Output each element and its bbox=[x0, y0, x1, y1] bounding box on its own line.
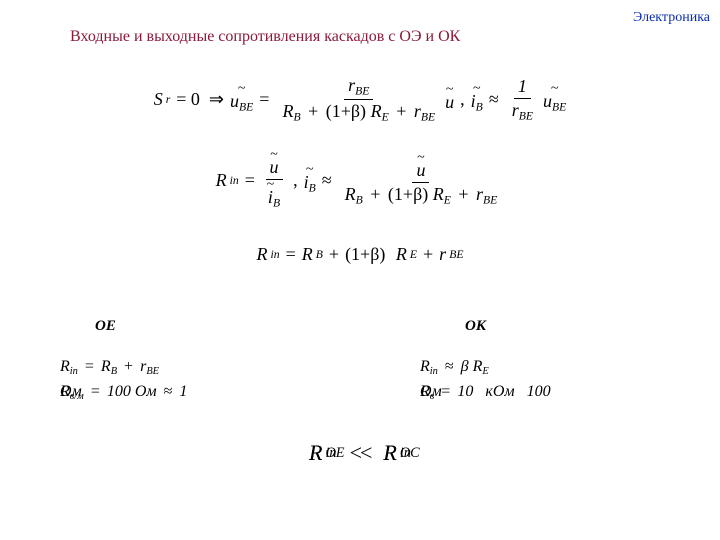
header-subject: Электроника bbox=[633, 10, 710, 26]
label-ok: ОК bbox=[465, 318, 486, 335]
ok-line-2: R Ом в = 10 кОм 100 bbox=[420, 383, 720, 402]
op-approx1: ≈ bbox=[486, 89, 502, 110]
column-oe: Rin = RB + rBE R Ом в/м = 100 Ом ≈ 1 bbox=[60, 358, 360, 408]
sym-S: S bbox=[154, 89, 163, 110]
oe-line-2: R Ом в/м = 100 Ом ≈ 1 bbox=[60, 383, 360, 402]
iB-tilde-1: iB bbox=[471, 85, 483, 114]
ok-line-1: Rin ≈ β RE bbox=[420, 358, 720, 377]
op-much-less: << bbox=[340, 440, 381, 466]
equation-3: Rin = RB + (1+β) RE + rBE bbox=[0, 244, 720, 265]
equation-2: Rin = u iB , iB ≈ u RB + (1+β) RE + rBE bbox=[0, 150, 720, 211]
final-comparison: R R inОЕ << R R inОC bbox=[0, 440, 720, 466]
sym-Rin: R bbox=[216, 170, 227, 191]
frac-3: u RB + (1+β) RE + rBE bbox=[341, 153, 502, 208]
uBE-tilde-2: uBE bbox=[543, 85, 566, 114]
column-ok: Rin ≈ β RE R Ом в = 10 кОм 100 bbox=[420, 358, 720, 408]
frac-1: rBE RB + (1+β) RE + rBE bbox=[278, 74, 439, 124]
label-oe: ОЕ bbox=[95, 318, 116, 335]
equation-1: Sr = 0 ⇒ uBE = rBE RB + (1+β) RE + rBE u… bbox=[0, 74, 720, 124]
u-tilde-1: u bbox=[445, 86, 454, 113]
oe-line-1: Rin = RB + rBE bbox=[60, 358, 360, 377]
op-eq1: = bbox=[256, 89, 272, 110]
frac-2: 1 rBE bbox=[508, 75, 537, 124]
sub-r: r bbox=[166, 93, 171, 106]
op-eq0: = 0 bbox=[173, 89, 203, 110]
op-implies: ⇒ bbox=[206, 89, 227, 110]
frac-Rin: u iB bbox=[264, 150, 284, 211]
uBE-tilde-1: uBE bbox=[230, 85, 253, 114]
page-title: Входные и выходные сопротивления каскадо… bbox=[70, 28, 460, 46]
